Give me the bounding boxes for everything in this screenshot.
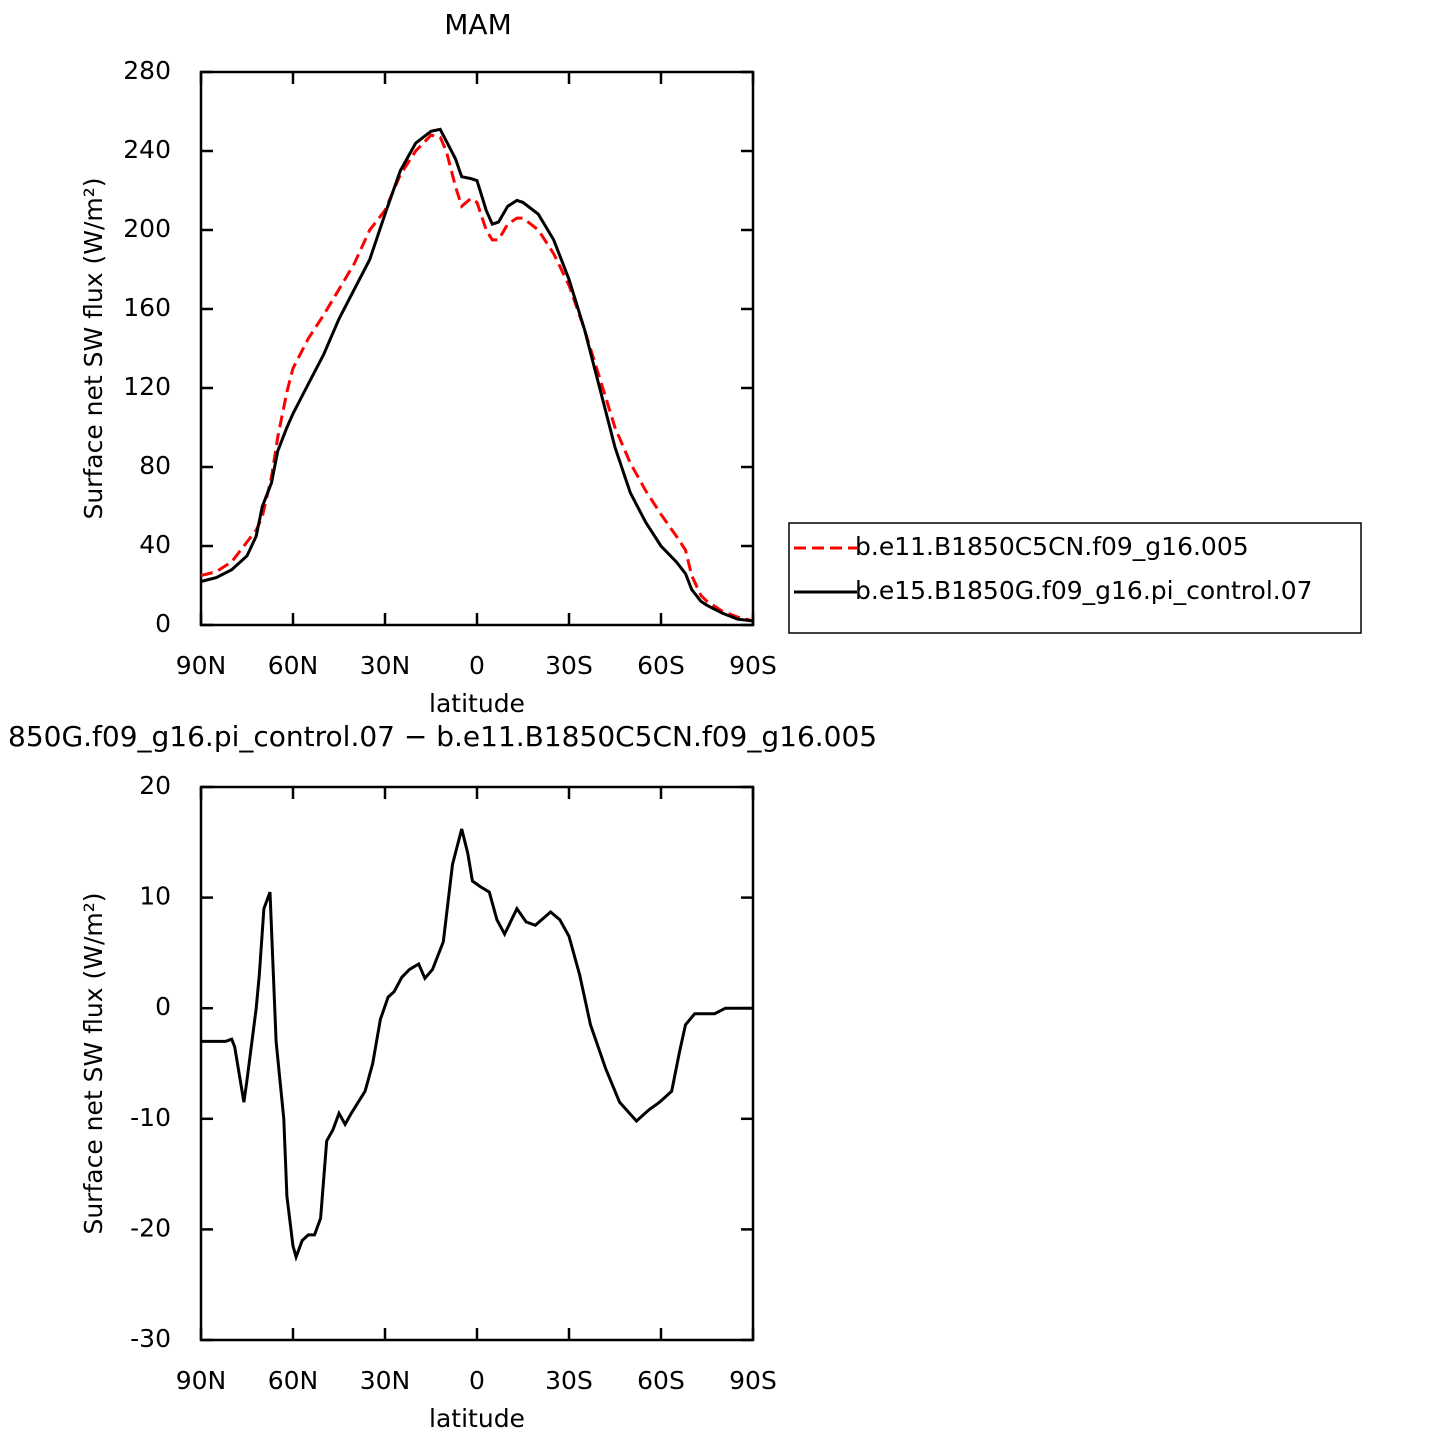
x-tick-label: 0 [469,1366,485,1395]
y-tick-label: 80 [139,451,171,480]
chart-title: MAM [444,8,511,41]
x-axis-label: latitude [429,1404,525,1433]
x-tick-label: 0 [469,651,485,680]
legend-label: b.e15.B1850G.f09_g16.pi_control.07 [855,576,1313,605]
y-tick-label: -10 [130,1103,171,1132]
y-tick-label: -30 [130,1324,171,1353]
legend-box [788,522,1362,634]
y-tick-label: 120 [123,372,171,401]
plot-frame [199,70,755,627]
series-line [200,133,754,623]
x-tick-label: 60N [268,1366,319,1395]
x-tick-label: 60N [268,651,319,680]
legend-label: b.e11.B1850C5CN.f09_g16.005 [855,532,1249,561]
y-tick-label: 0 [155,609,171,638]
y-tick-label: -20 [130,1213,171,1242]
x-tick-label: 30N [360,1366,411,1395]
x-tick-label: 90N [176,651,227,680]
y-tick-label: 160 [123,293,171,322]
series-line [201,828,753,1262]
x-tick-label: 90N [176,1366,227,1395]
series-line [200,127,754,623]
x-tick-label: 30S [545,651,593,680]
x-tick-label: 60S [637,1366,685,1395]
y-tick-label: 280 [123,56,171,85]
y-tick-label: 200 [123,214,171,243]
x-tick-label: 90S [729,651,777,680]
x-tick-label: 30S [545,1366,593,1395]
chart-title: 850G.f09_g16.pi_control.07 − b.e11.B1850… [8,720,877,753]
plot-frame [199,785,755,1342]
y-tick-label: 20 [139,771,171,800]
y-tick-label: 40 [139,530,171,559]
y-axis-label: Surface net SW flux (W/m²) [79,177,108,519]
x-tick-label: 60S [637,651,685,680]
y-tick-label: 10 [139,882,171,911]
y-axis-label: Surface net SW flux (W/m²) [79,892,108,1234]
x-axis-label: latitude [429,689,525,718]
y-tick-label: 0 [155,992,171,1021]
x-tick-label: 30N [360,651,411,680]
x-tick-label: 90S [729,1366,777,1395]
y-tick-label: 240 [123,135,171,164]
